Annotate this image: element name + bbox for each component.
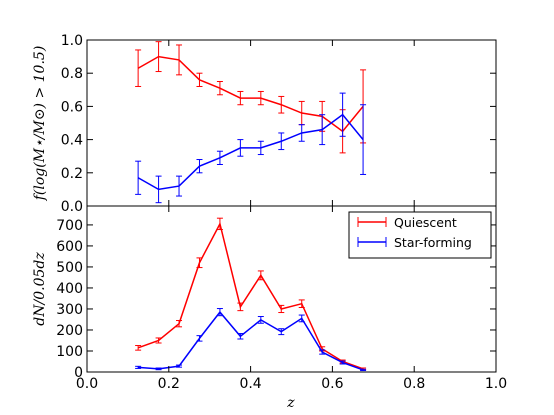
bottom-axes-frame [86, 205, 497, 373]
bottom-panel: 0 100 200 300 400 500 600 700 0.0 0.2 0.4 0.6 0.8 1.0… [32, 205, 507, 411]
top-error-bar-star-forming [319, 114, 326, 146]
bottom-x-tick-label: 1.0 [485, 376, 507, 392]
top-error-bar-star-forming [237, 139, 244, 157]
top-error-bar-quiescent [216, 81, 223, 96]
top-error-bar-star-forming [339, 92, 346, 137]
bottom-y-tick-label: 300 [56, 302, 83, 318]
top-error-bar-quiescent [135, 49, 142, 87]
top-error-bar-quiescent [176, 44, 183, 76]
top-error-bar-star-forming [257, 140, 264, 156]
bottom-x-tick-label: 0.4 [239, 376, 261, 392]
bottom-error-bar-star-forming [216, 308, 223, 317]
top-error-bar-star-forming [298, 124, 305, 142]
top-y-tick-label: 0.2 [61, 166, 83, 182]
legend-items [357, 217, 387, 247]
bottom-error-bar-quiescent [298, 299, 305, 308]
bottom-error-bar-star-forming [257, 316, 264, 324]
bottom-y-tick-label: 0 [74, 365, 83, 381]
bottom-error-bar-star-forming [360, 368, 367, 372]
legend-swatch-quiescent [357, 217, 387, 227]
top-series-line-star-forming [137, 113, 364, 191]
bottom-error-bar-star-forming [298, 314, 305, 323]
bottom-error-bar-quiescent [196, 257, 203, 269]
bottom-error-bar-quiescent [278, 304, 285, 314]
bottom-y-tick-label: 600 [56, 239, 83, 255]
legend-box [348, 211, 492, 259]
x-axis-label: z [286, 395, 295, 411]
top-error-bar-quiescent [237, 90, 244, 106]
top-y-tick-label: 0.8 [61, 66, 83, 82]
bottom-error-bar-star-forming [339, 360, 346, 365]
bottom-error-bar-star-forming [135, 365, 142, 369]
bottom-error-bar-star-forming [237, 333, 244, 340]
legend-swatch-star-forming [357, 237, 387, 247]
bottom-error-bar-star-forming [319, 349, 326, 355]
top-error-bar-star-forming [155, 175, 162, 204]
bottom-error-bar-star-forming [278, 328, 285, 336]
bottom-x-tick-label: 0.6 [321, 376, 343, 392]
bottom-error-bar-quiescent [176, 320, 183, 328]
bottom-series-line-quiescent [137, 221, 364, 370]
top-error-bar-quiescent [278, 95, 285, 114]
top-error-bar-star-forming [135, 160, 142, 195]
bottom-x-tick-label: 0.0 [76, 376, 98, 392]
top-error-bar-quiescent [155, 41, 162, 73]
bottom-y-tick-label: 700 [56, 218, 83, 234]
top-panel: 0.0 0.2 0.4 0.6 0.8 1.0 f(log(M⋆/M⊙) > 10.5) [32, 33, 497, 215]
top-y-tick-label: 0.6 [61, 99, 83, 115]
bottom-x-tick-label: 0.2 [158, 376, 180, 392]
legend-label-quiescent: Quiescent [394, 215, 457, 230]
bottom-error-bar-quiescent [257, 270, 264, 281]
bottom-error-bar-quiescent [216, 217, 223, 231]
top-y-tick-label: 1.0 [61, 33, 83, 49]
bottom-error-bar-star-forming [196, 335, 203, 342]
top-series-line-quiescent [137, 55, 364, 133]
legend: Quiescent Star-forming [348, 211, 492, 259]
legend-label-star-forming: Star-forming [394, 235, 472, 250]
bottom-y-tick-label: 100 [56, 344, 83, 360]
top-error-bar-star-forming [176, 175, 183, 197]
top-y-tick-label: 0.0 [61, 199, 83, 215]
top-axis-ticks: 0.0 0.2 0.4 0.6 0.8 1.0 [61, 33, 497, 215]
bottom-error-bar-star-forming [176, 364, 183, 368]
top-axes-frame [86, 39, 497, 207]
top-error-bar-quiescent [257, 90, 264, 106]
bottom-series-line-star-forming [138, 310, 364, 371]
top-error-bar-star-forming [216, 150, 223, 165]
top-plot-marks [135, 41, 367, 204]
bottom-error-bar-quiescent [155, 337, 162, 344]
top-error-bar-quiescent [196, 72, 203, 87]
top-error-bar-star-forming [196, 159, 203, 174]
bottom-y-tick-label: 400 [56, 281, 83, 297]
bottom-y-tick-label: 500 [56, 260, 83, 276]
bottom-y-tick-label: 200 [56, 323, 83, 339]
top-error-bar-star-forming [278, 132, 285, 151]
top-error-bar-star-forming [360, 104, 367, 175]
bottom-plot-marks [135, 217, 367, 372]
bottom-x-tick-label: 0.8 [403, 376, 425, 392]
bottom-error-bar-quiescent [237, 302, 244, 312]
top-y-tick-label: 0.4 [61, 133, 83, 149]
top-y-axis-label: f(log(M⋆/M⊙) > 10.5) [32, 46, 48, 202]
bottom-error-bar-quiescent [135, 345, 142, 351]
bottom-y-axis-label: dN/0.05dz [32, 252, 48, 326]
bottom-axis-ticks: 0 100 200 300 400 500 600 700 0.0 0.2 0.4 0.6 0.8 1.0 [56, 206, 507, 392]
bottom-error-bar-star-forming [155, 367, 162, 371]
